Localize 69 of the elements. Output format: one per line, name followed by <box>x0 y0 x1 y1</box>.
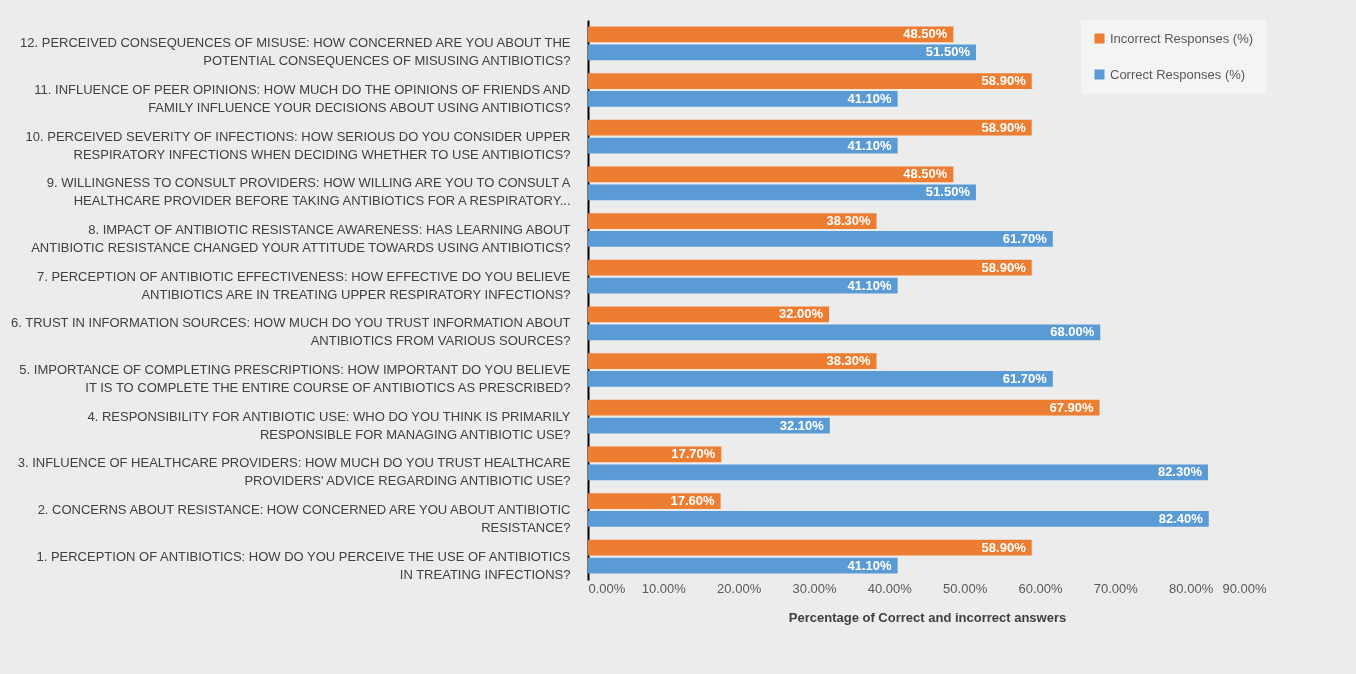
bar <box>588 539 1032 556</box>
x-axis-title: Percentage of Correct and incorrect answers <box>788 609 1067 625</box>
x-tick-label: 30.00% <box>792 580 837 596</box>
data-label: 41.10% <box>847 137 893 153</box>
y-tick-label: 3. INFLUENCE OF HEALTHCARE PROVIDERS: HOW MUCH DO YOU TRUST HEALTHCARE PROVIDERS' ADVICE REGARDING ANTIBIOTIC USE? <box>17 455 571 489</box>
x-tick-label: 90.00% <box>1222 580 1267 596</box>
y-tick-label: 12. PERCEIVED CONSEQUENCES OF MISUSE: HOW CONCERNED ARE YOU ABOUT THE POTENTIAL CONSEQUENCES OF MISUSING ANTIBIOTICS? <box>20 35 571 69</box>
legend-label: Correct Responses (%) <box>1110 66 1246 82</box>
bar <box>588 371 1053 387</box>
y-tick-label: 4. RESPONSIBILITY FOR ANTIBIOTIC USE: WHO DO YOU THINK IS PRIMARILY RESPONSIBLE FOR MANAGING ANTIBIOTIC USE? <box>87 408 571 442</box>
bar <box>588 73 1032 89</box>
y-tick-label: 2. CONCERNS ABOUT RESISTANCE: HOW CONCERNED ARE YOU ABOUT ANTIBIOTIC RESISTANCE? <box>37 502 571 535</box>
data-label: 58.90% <box>981 119 1027 135</box>
y-tick-label: 11. INFLUENCE OF PEER OPINIONS: HOW MUCH DO THE OPINIONS OF FRIENDS AND FAMILY INFLUENCE YOUR DECISIONS ABOUT USING ANTIBIOTICS? <box>34 82 571 115</box>
data-label: 32.10% <box>779 417 825 433</box>
bar <box>588 44 976 61</box>
data-label: 58.90% <box>981 259 1027 275</box>
data-label: 82.40% <box>1158 510 1204 526</box>
x-tick-label: 40.00% <box>867 580 913 596</box>
bar <box>588 259 1032 276</box>
x-tick-label: 10.00% <box>641 580 687 596</box>
data-label: 38.30% <box>826 213 871 229</box>
bar <box>588 137 898 154</box>
bar <box>588 91 898 107</box>
x-tick-label: 70.00% <box>1093 580 1139 596</box>
bar <box>588 231 1053 247</box>
data-label: 17.70% <box>671 446 716 462</box>
bar <box>588 184 976 201</box>
y-tick-label: 7. PERCEPTION OF ANTIBIOTIC EFFECTIVENESS: HOW EFFECTIVE DO YOU BELIEVE ANTIBIOTICS ARE IN TREATING UPPER RESPIRATORY INFECTIONS? <box>36 268 571 302</box>
data-label: 67.90% <box>1049 399 1094 415</box>
bar <box>588 511 1209 527</box>
bar <box>588 166 954 183</box>
x-tick-label: 0.00% <box>588 580 626 596</box>
data-label: 38.30% <box>826 353 871 369</box>
data-label: 41.10% <box>847 90 893 106</box>
data-label: 48.50% <box>903 26 948 42</box>
bar <box>588 26 954 43</box>
bar <box>588 277 898 294</box>
bar <box>588 353 877 369</box>
data-label: 58.90% <box>981 539 1027 555</box>
y-tick-label: 5. IMPORTANCE OF COMPLETING PRESCRIPTIONS: HOW IMPORTANT DO YOU BELIEVE IT IS TO COMPLETE THE ENTIRE COURSE OF ANTIBIOTICS AS PRESCRIBED? <box>19 362 571 395</box>
data-label: 68.00% <box>1050 324 1095 340</box>
y-tick-label: 8. IMPACT OF ANTIBIOTIC RESISTANCE AWARENESS: HAS LEARNING ABOUT ANTIBIOTIC RESISTANCE CHANGED YOUR ATTITUDE TOWARDS USING ANTIBIOTICS? <box>31 222 571 255</box>
data-label: 51.50% <box>925 184 971 200</box>
data-label: 51.50% <box>925 44 971 60</box>
bar <box>588 119 1032 136</box>
legend-label: Incorrect Responses (%) <box>1110 30 1254 46</box>
y-tick-label: 9. WILLINGNESS TO CONSULT PROVIDERS: HOW WILLING ARE YOU TO CONSULT A HEALTHCARE PROVIDER BEFORE TAKING ANTIBIOTICS FOR A RESPIRATORY... <box>46 175 571 209</box>
x-tick-label: 60.00% <box>1018 580 1063 596</box>
bar <box>588 213 877 229</box>
bar <box>588 324 1101 341</box>
bar <box>588 557 898 574</box>
data-label: 82.30% <box>1157 464 1203 480</box>
y-tick-label: 10. PERCEIVED SEVERITY OF INFECTIONS: HOW SERIOUS DO YOU CONSIDER UPPER RESPIRATORY INFECTIONS WHEN DECIDING WHETHER TO USE ANTIBIOTICS? <box>25 128 571 162</box>
data-label: 32.00% <box>778 306 824 322</box>
data-label: 48.50% <box>903 166 948 182</box>
data-label: 61.70% <box>1002 370 1048 386</box>
bar <box>588 464 1208 481</box>
data-label: 41.10% <box>847 277 893 293</box>
x-tick-label: 20.00% <box>717 580 762 596</box>
data-label: 58.90% <box>981 73 1027 89</box>
data-label: 17.60% <box>670 493 716 509</box>
x-tick-label: 80.00% <box>1169 580 1214 596</box>
bar <box>588 399 1100 416</box>
data-label: 41.10% <box>847 557 893 573</box>
data-label: 61.70% <box>1002 230 1048 246</box>
y-tick-label: 6. TRUST IN INFORMATION SOURCES: HOW MUCH DO YOU TRUST INFORMATION ABOUT ANTIBIOTICS FROM VARIOUS SOURCES? <box>10 315 571 349</box>
y-tick-label: 1. PERCEPTION OF ANTIBIOTICS: HOW DO YOU PERCEIVE THE USE OF ANTIBIOTICS IN TREATING INFECTIONS? <box>36 548 571 582</box>
x-tick-label: 50.00% <box>943 580 988 596</box>
